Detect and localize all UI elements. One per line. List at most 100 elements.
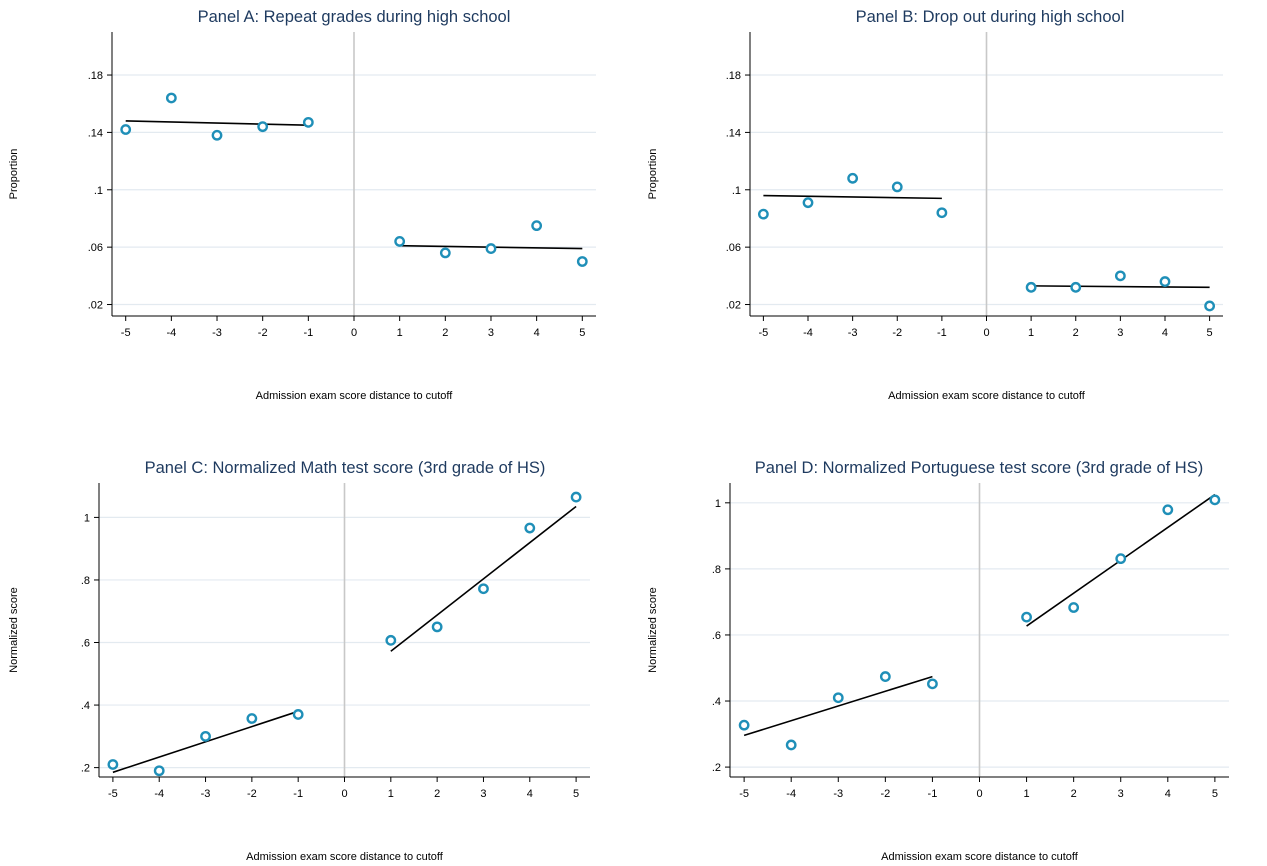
panel-d-xtick-label: -4	[786, 788, 796, 800]
panel-a-xtick-label: 0	[351, 327, 357, 339]
panel-d-xtick-label: 5	[1212, 788, 1218, 800]
panel-b-xtick-label: 2	[1073, 327, 1079, 339]
panel-d-xtick-label: 4	[1165, 788, 1171, 800]
panel-a-xtick-label: 4	[534, 327, 540, 339]
panel-c-xtick-label: -3	[201, 788, 211, 800]
panel-d-xtick-label: -2	[880, 788, 890, 800]
panel-b-xtick-label: 5	[1207, 327, 1213, 339]
panel-c-ylabel: Normalized score	[8, 587, 20, 673]
panel-c-title: Panel C: Normalized Math test score (3rd…	[145, 459, 546, 477]
panel-a-ytick-label: .14	[88, 127, 103, 139]
panel-c-xtick-label: 5	[573, 788, 579, 800]
panel-a-xtick-label: -2	[258, 327, 268, 339]
panel-b-data-point	[802, 197, 814, 209]
panel-d-ytick-label: .6	[712, 630, 721, 642]
panel-a-xtick-label: 2	[442, 327, 448, 339]
panel-c-ytick-label: .8	[81, 575, 90, 587]
panel-a-xtick-label: 3	[488, 327, 494, 339]
panel-d-data-point	[927, 678, 938, 690]
panel-c-data-point	[524, 522, 536, 534]
panel-a-xtick-label: 1	[397, 327, 403, 339]
panel-d-xtick-label: -5	[739, 788, 749, 800]
panel-b-xtick-label: -5	[758, 327, 768, 339]
panel-b-data-point	[1070, 281, 1082, 293]
panel-a-chart: Panel A: Repeat grades during high schoo…	[8, 8, 596, 402]
panel-c-fit-line-right	[390, 505, 577, 652]
panel-d: Panel D: Normalized Portuguese test scor…	[633, 433, 1267, 866]
panel-c-data-point	[107, 759, 119, 770]
panel-d-xtick-label: 2	[1071, 788, 1077, 800]
panel-b-data-point	[1114, 270, 1126, 282]
panel-b-data-point	[1025, 281, 1037, 293]
panel-d-data-point	[738, 719, 750, 731]
panel-b-xtick-label: 4	[1162, 327, 1168, 339]
panel-b-xtick-label: 1	[1028, 327, 1034, 339]
panel-a-xtick-label: 5	[579, 327, 585, 339]
panel-a-ytick-label: .02	[88, 300, 103, 312]
panel-c-data-point	[153, 765, 165, 777]
panel-c-data-point	[292, 709, 304, 720]
panel-d-ytick-label: .4	[712, 696, 721, 708]
panel-c-fit-line-left	[112, 710, 299, 774]
panel-b-xlabel: Admission exam score distance to cutoff	[888, 390, 1086, 402]
panel-a-data-point	[394, 236, 406, 247]
panel-d-data-point	[832, 692, 844, 704]
panel-c-xtick-label: 4	[527, 788, 533, 800]
panel-d-ytick-label: 1	[715, 498, 721, 510]
panel-d-data-point	[1162, 504, 1174, 516]
panel-a-data-point	[576, 256, 588, 267]
panel-b: Panel B: Drop out during high school .02.…	[633, 0, 1267, 433]
panel-d-xtick-label: -3	[833, 788, 843, 800]
panel-d-title: Panel D: Normalized Portuguese test scor…	[755, 459, 1203, 477]
panel-c: Panel C: Normalized Math test score (3rd…	[0, 433, 633, 866]
panel-b-ylabel: Proportion	[647, 149, 659, 200]
panel-c-data-point	[570, 491, 582, 503]
panel-d-ytick-label: .2	[712, 762, 721, 774]
panel-a-xlabel: Admission exam score distance to cutoff	[256, 390, 454, 402]
panel-c-data-point	[246, 713, 258, 724]
panel-d-ylabel: Normalized score	[647, 587, 659, 673]
panel-b-ytick-label: .1	[732, 185, 741, 197]
panel-b-ytick-label: .18	[726, 70, 741, 82]
panel-a-xtick-label: -5	[121, 327, 131, 339]
panel-b-data-point	[847, 172, 859, 184]
panel-d-xtick-label: 1	[1024, 788, 1030, 800]
panel-d-data-point	[1021, 611, 1032, 623]
panel-c-ytick-label: .2	[81, 763, 90, 775]
panel-a-data-point	[531, 220, 543, 232]
panel-b-ytick-label: .06	[726, 242, 741, 254]
panel-d-data-point	[1115, 553, 1127, 565]
panel-c-xlabel: Admission exam score distance to cutoff	[246, 851, 444, 863]
panel-d-data-point	[879, 671, 891, 682]
panel-a-xtick-label: -4	[166, 327, 176, 339]
panel-b-data-point	[757, 208, 769, 220]
panel-d-fit-line-left	[743, 675, 933, 737]
panel-a-ytick-label: .1	[94, 185, 103, 197]
panel-a-data-point	[257, 121, 269, 133]
panel-d-xtick-label: 0	[976, 788, 982, 800]
panel-a-xtick-label: -1	[303, 327, 313, 339]
panel-d-data-point	[785, 739, 797, 751]
panel-a-ytick-label: .06	[88, 242, 103, 254]
panel-a-title: Panel A: Repeat grades during high schoo…	[198, 8, 511, 26]
panel-b-fit-line-right	[1031, 285, 1210, 289]
panel-c-xtick-label: -5	[108, 788, 118, 800]
panel-c-xtick-label: 2	[434, 788, 440, 800]
panel-b-xtick-label: 3	[1117, 327, 1123, 339]
panel-c-data-point	[200, 730, 211, 742]
panel-c-xtick-label: -2	[247, 788, 257, 800]
panel-d-data-point	[1068, 602, 1080, 613]
panel-a-data-point	[120, 124, 132, 135]
panel-c-xtick-label: 0	[341, 788, 347, 800]
panel-b-xtick-label: -1	[937, 327, 947, 339]
panel-c-data-point	[431, 621, 443, 633]
panel-d-data-point	[1209, 494, 1221, 506]
panel-c-ytick-label: 1	[84, 512, 90, 524]
panel-c-xtick-label: -4	[154, 788, 164, 800]
panel-b-xtick-label: -4	[803, 327, 813, 339]
panel-b-data-point	[1159, 276, 1171, 287]
panel-b-xtick-label: 0	[983, 327, 989, 339]
panel-d-xtick-label: 3	[1118, 788, 1124, 800]
panel-d-xlabel: Admission exam score distance to cutoff	[881, 851, 1079, 863]
panel-a-ylabel: Proportion	[8, 149, 20, 200]
